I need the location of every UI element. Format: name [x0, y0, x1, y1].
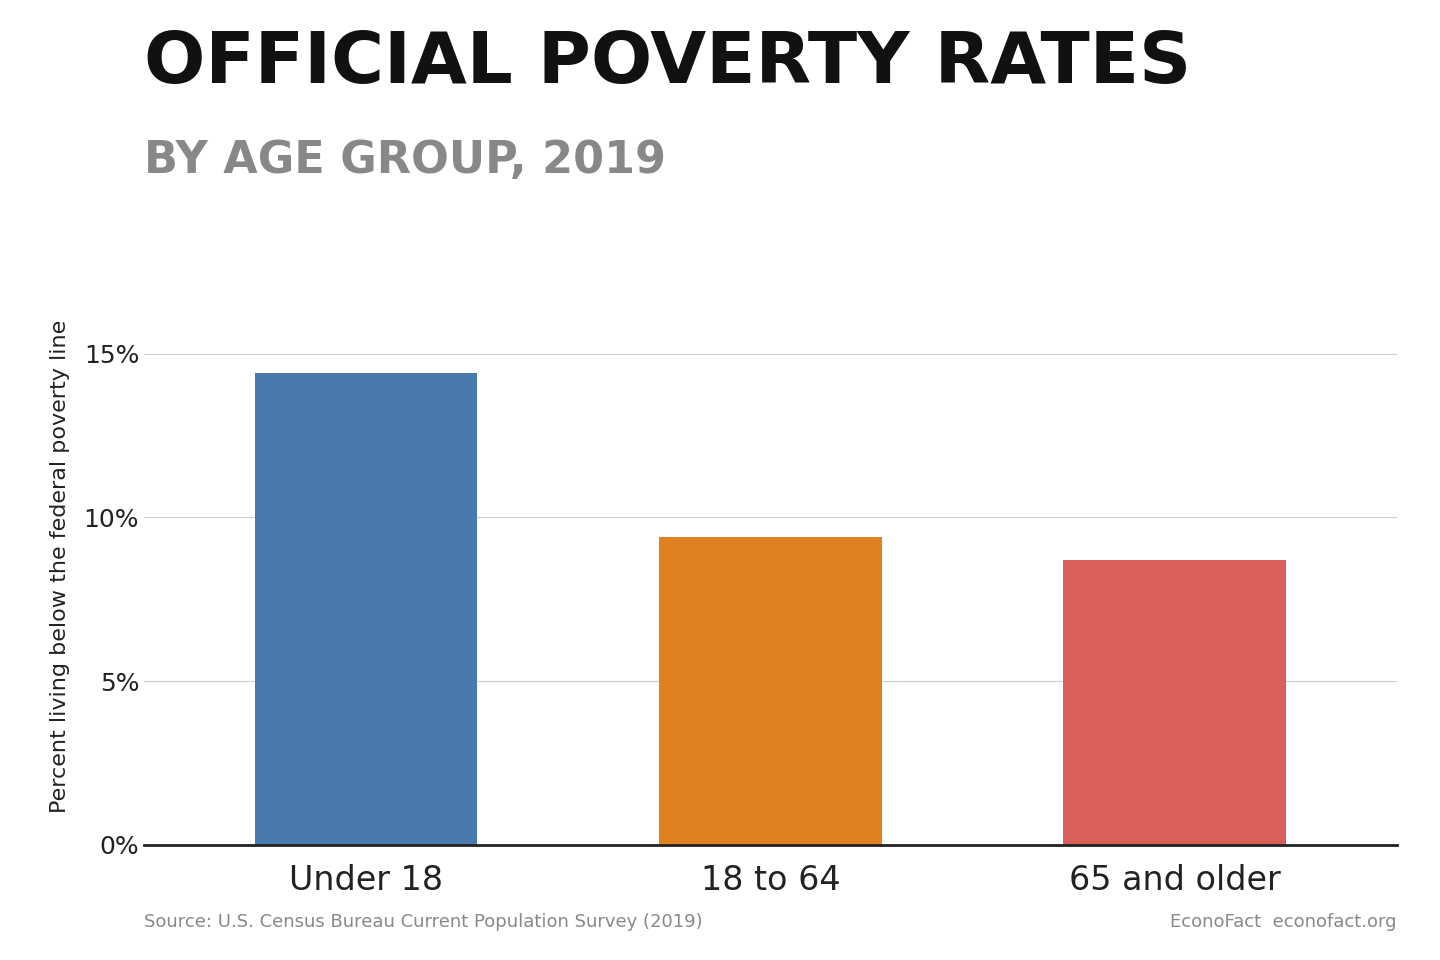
- Bar: [1063, 560, 1286, 845]
- Text: BY AGE GROUP, 2019: BY AGE GROUP, 2019: [144, 139, 665, 182]
- Bar: [255, 373, 478, 845]
- Text: Source: U.S. Census Bureau Current Population Survey (2019): Source: U.S. Census Bureau Current Popul…: [144, 913, 703, 931]
- Y-axis label: Percent living below the federal poverty line: Percent living below the federal poverty…: [50, 320, 69, 813]
- Text: OFFICIAL POVERTY RATES: OFFICIAL POVERTY RATES: [144, 29, 1191, 98]
- Bar: [660, 537, 881, 845]
- Text: EconoFact  econofact.org: EconoFact econofact.org: [1171, 913, 1397, 931]
